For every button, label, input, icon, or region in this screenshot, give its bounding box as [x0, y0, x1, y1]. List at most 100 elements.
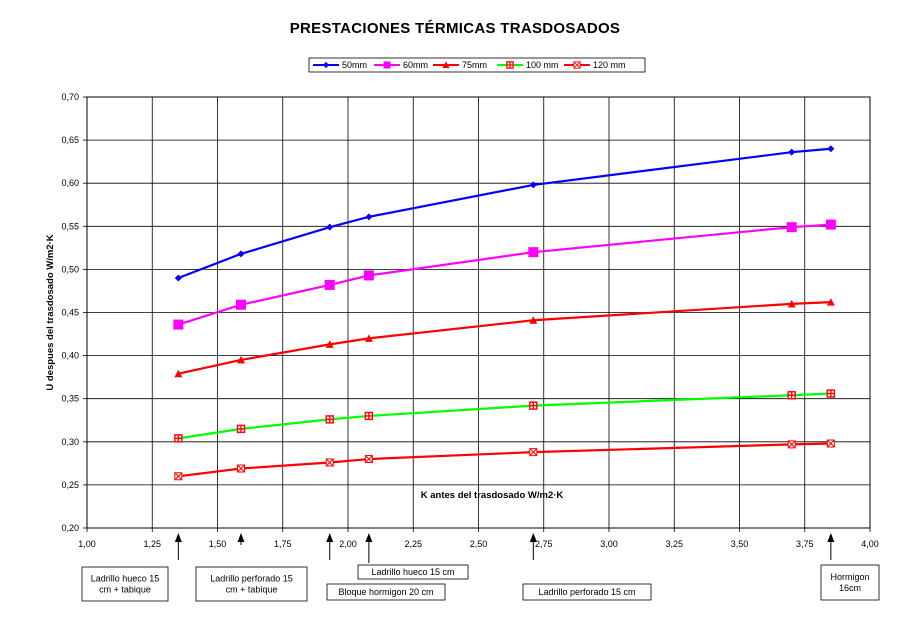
- data-point: [364, 411, 374, 421]
- y-tick-label: 0,20: [61, 523, 79, 533]
- data-point: [383, 61, 391, 69]
- data-point: [827, 145, 835, 153]
- data-point: [236, 355, 245, 364]
- series-120mm: [174, 439, 835, 481]
- data-point-bar: [573, 61, 581, 69]
- data-point: [325, 340, 334, 348]
- data-point: [573, 61, 581, 69]
- y-tick-label: 0,70: [61, 92, 79, 102]
- data-point-bar: [174, 472, 182, 480]
- x-tick-label: 1,25: [143, 539, 161, 549]
- annotation-label: Ladrillo hueco 15: [91, 574, 160, 584]
- y-tick-label: 0,55: [61, 221, 79, 231]
- annotation: Ladrillo perforado 15 cm: [522, 533, 652, 601]
- data-point: [236, 464, 245, 473]
- data-point: [174, 274, 182, 282]
- annotation-label: Ladrillo perforado 15 cm: [538, 587, 635, 597]
- legend-box: [308, 57, 646, 73]
- data-point: [363, 270, 374, 281]
- x-tick-label: 3,25: [665, 539, 683, 549]
- legend-swatch-marker: [506, 61, 514, 69]
- data-point: [825, 219, 836, 230]
- annotation-arrowhead: [365, 533, 373, 542]
- legend-item: 120 mm: [564, 60, 626, 70]
- data-point: [322, 61, 330, 69]
- annotation-box: [357, 564, 469, 580]
- data-point: [788, 148, 796, 156]
- data-point: [528, 247, 539, 258]
- data-point: [826, 298, 835, 306]
- series-60mm: [173, 219, 836, 330]
- legend-item: 100 mm: [497, 60, 559, 70]
- x-tick-label: 2,50: [470, 539, 488, 549]
- data-point-bar: [365, 455, 373, 463]
- x-tick-label: 4,00: [861, 539, 879, 549]
- data-point: [364, 455, 373, 464]
- y-axis-label: U despues del trasdosado W/m2·K: [45, 234, 56, 390]
- legend-item: 50mm: [313, 60, 367, 70]
- legend-label: 120 mm: [593, 60, 626, 70]
- data-point: [787, 299, 796, 308]
- data-point: [174, 472, 183, 481]
- legend-swatch-marker: [383, 61, 391, 69]
- annotation-arrowhead: [529, 533, 537, 542]
- y-tick-label: 0,30: [61, 437, 79, 447]
- annotation-box: [820, 564, 880, 601]
- x-tick-label: 2,75: [535, 539, 553, 549]
- annotation-box: [81, 566, 169, 602]
- legend-item: 75mm: [433, 60, 487, 70]
- data-point: [173, 319, 184, 330]
- data-point: [529, 181, 537, 189]
- data-point: [442, 61, 450, 69]
- data-point: [364, 334, 373, 342]
- data-point: [787, 391, 796, 400]
- legend-label: 100 mm: [526, 60, 559, 70]
- x-axis-label: K antes del trasdosado W/m2·K: [421, 490, 564, 501]
- data-point: [529, 401, 538, 410]
- data-point-bar: [326, 459, 334, 466]
- data-point-bar: [788, 441, 796, 448]
- annotation-label: Ladrillo perforado 15: [210, 574, 293, 584]
- annotation-label: 16cm: [839, 583, 861, 593]
- chart-title: PRESTACIONES TÉRMICAS TRASDOSADOS: [289, 20, 621, 37]
- annotation-box: [195, 566, 308, 602]
- y-tick-label: 0,60: [61, 178, 79, 188]
- data-point: [786, 222, 797, 233]
- data-point: [324, 279, 335, 290]
- data-point: [235, 299, 246, 310]
- data-point-bar: [827, 440, 835, 447]
- data-point: [826, 389, 836, 398]
- data-point: [174, 369, 183, 378]
- data-point: [174, 434, 183, 443]
- legend-swatch-marker: [573, 61, 581, 69]
- legend-item: 60mm: [374, 60, 428, 70]
- x-tick-label: 3,50: [731, 539, 749, 549]
- data-point: [325, 458, 334, 467]
- y-tick-label: 0,50: [61, 264, 79, 274]
- x-tick-label: 1,00: [78, 539, 96, 549]
- annotation-box: [326, 583, 446, 601]
- annotation-label: Bloque hormigon 20 cm: [338, 587, 433, 597]
- y-tick-label: 0,45: [61, 308, 79, 318]
- data-point: [529, 448, 538, 457]
- y-tick-label: 0,35: [61, 394, 79, 404]
- x-tick-label: 3,75: [796, 539, 814, 549]
- legend-swatch-marker: [442, 61, 450, 69]
- legend-label: 60mm: [403, 60, 428, 70]
- data-point: [236, 424, 246, 434]
- legend-label: 50mm: [342, 60, 367, 70]
- annotation-arrowhead: [237, 533, 245, 542]
- annotation-label: Hormigon: [830, 572, 869, 582]
- data-point: [237, 250, 245, 258]
- annotation-box: [522, 583, 652, 601]
- annotation-label: cm + tabique: [99, 585, 151, 595]
- data-point: [365, 213, 373, 221]
- legend-swatch-marker: [322, 61, 330, 69]
- annotation-label: Ladrillo hueco 15 cm: [371, 567, 454, 577]
- data-point-bar: [529, 448, 537, 456]
- data-point: [826, 439, 835, 448]
